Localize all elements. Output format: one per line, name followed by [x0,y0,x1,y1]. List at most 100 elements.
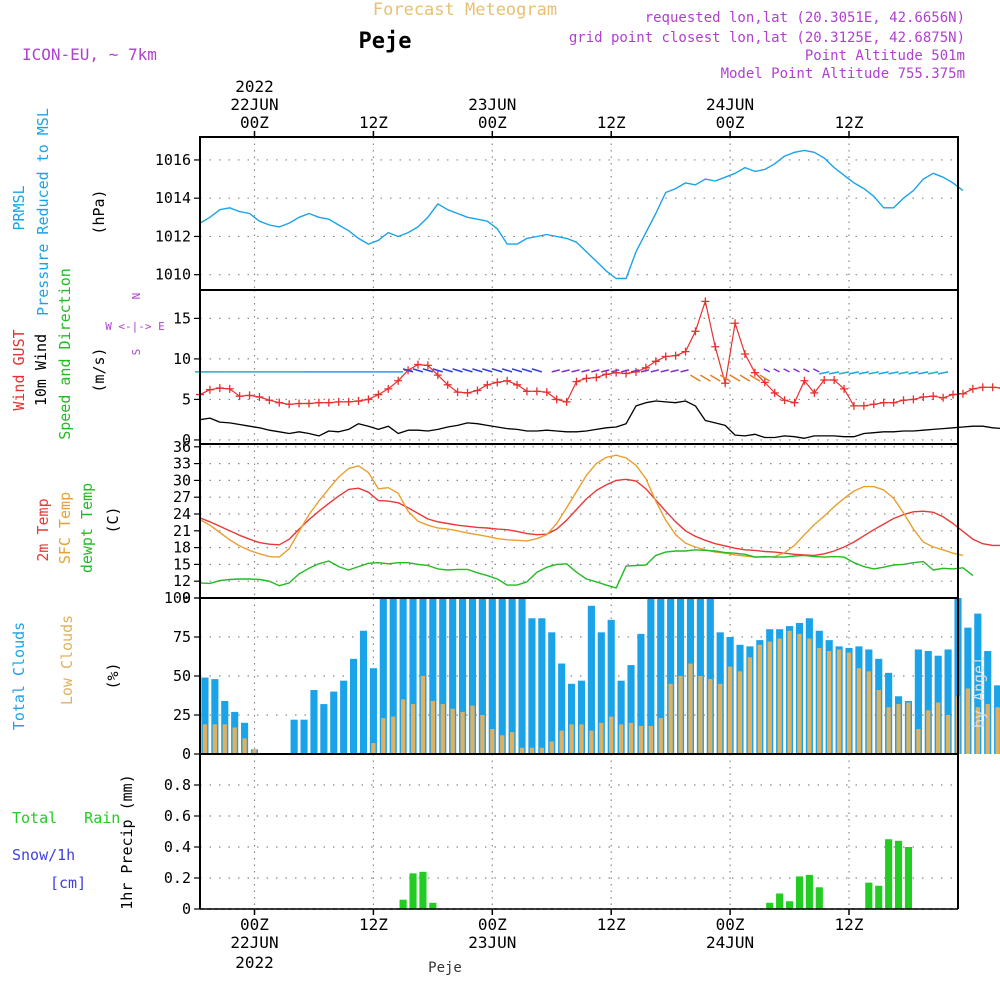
low-cloud-bar [777,638,782,754]
total-cloud-bar [290,719,298,754]
total-cloud-bar [974,613,982,754]
top-year-label: 2022 [235,77,274,96]
pressure-background [200,137,958,290]
wind-gust-marker [384,384,393,393]
clouds-ytick-label: 50 [173,667,191,685]
low-cloud-bar [727,666,733,754]
wind-gust-marker [810,388,819,397]
temperature-ytick-label: 15 [173,555,191,573]
wind-label-10m: 10m Wind [32,334,50,406]
wind-gust-marker [324,398,333,407]
low-cloud-bar [391,716,396,754]
total-cloud-bar [320,704,328,754]
wind-gust-marker [949,390,958,399]
wind-direction-arrow [838,371,850,375]
total-cloud-bar [914,649,922,754]
wind-label-gust: Wind GUST [10,329,28,410]
clouds-ytick-label: 75 [173,628,191,646]
low-cloud-bar [232,727,237,754]
wind-gust-marker [245,391,254,400]
total-cloud-bar [617,680,625,754]
pressure-panel: 1010 1012 1014 1016 [155,136,964,291]
wind-gust-marker [513,380,522,389]
total-cloud-bar [597,632,605,754]
rain-bar [429,902,437,909]
low-cloud-bar [896,704,901,754]
wind-direction-arrow [620,369,630,373]
wind-direction-arrow [690,374,701,382]
bottom-year-label: 2022 [235,953,274,972]
wind-gust-marker [790,398,799,407]
total-cloud-bar [340,680,348,754]
temp-sfc-line [199,454,964,558]
low-cloud-bar [410,704,416,754]
compass-south: S [130,349,143,356]
clouds-label-low: Low Clouds [58,615,76,705]
total-cloud-bar [924,651,932,754]
rain-bar [399,899,407,909]
temperature-ytick-label: 33 [173,455,191,473]
low-cloud-bar [440,704,445,754]
low-cloud-bar [995,707,1000,754]
wind-direction-arrow [511,368,523,373]
wind-direction-arrow [803,368,810,373]
wind-ytick-label: 10 [173,350,191,368]
pressure-label-msl: Pressure Reduced to MSL [34,108,52,316]
wind-panel: 0 5 10 15 [173,289,1000,449]
wind-ytick-label: 5 [182,390,191,408]
temperature-ytick-label: 21 [173,522,191,540]
wind-gust-marker [483,380,492,389]
wind-gust-marker [344,397,353,406]
wind-direction-arrow [858,371,869,375]
temperature-ytick-label: 30 [173,471,191,489]
temperature-ytick-label: 24 [173,505,191,523]
total-cloud-bar [558,663,566,754]
pressure-ytick-label: 1014 [155,189,191,207]
clouds-label-total: Total Clouds [10,622,28,730]
low-cloud-bar [202,724,208,754]
wind-direction-arrow [521,368,533,373]
wind-gust-marker [552,395,561,404]
pressure-unit: (hPa) [90,189,108,234]
wind-gust-marker [978,383,987,392]
wind-direction-arrow [848,371,860,375]
rain-bar [409,873,417,909]
compass-west-east: W <-|-> E [105,320,165,333]
pressure-label-prmsl: PRMSL [10,185,28,230]
total-cloud-bar [577,680,586,754]
low-cloud-bar [936,702,941,754]
wind-gust-marker [592,373,601,382]
precip-background [200,754,958,909]
temperature-ytick-label: 36 [173,438,191,456]
rain-bar [865,882,873,909]
wind-gust-marker [760,378,769,387]
compass-north: N [130,293,143,300]
temp-2m-line [199,478,1000,557]
wind-direction-arrow [709,374,721,382]
precip-unit: 1hr Precip (mm) [118,774,136,909]
low-cloud-bar [985,704,990,754]
total-cloud-bar [459,598,467,754]
low-cloud-bar [648,725,653,754]
clouds-ytick-label: 25 [173,706,191,724]
low-cloud-bar [470,705,475,754]
wind-direction-arrow [729,374,741,382]
total-cloud-bar [439,598,447,754]
clouds-panel: 0 25 50 75 100 [164,589,1000,763]
wind-gust-marker [443,380,452,389]
low-cloud-bar [866,671,871,754]
wind-direction-arrow [452,368,463,373]
wind-direction-arrow [670,369,679,373]
top-date-label: 22JUN [230,95,278,114]
temperature-ytick-label: 27 [173,488,191,506]
wind-gust-marker [849,401,858,410]
watermark: by Angel [970,656,988,728]
low-cloud-bar [945,715,951,754]
wind-gust-marker [265,396,274,405]
grid-point-coords: grid point closest lon,lat (20.3125E, 42… [569,30,965,46]
snow-label: Snow/1h [12,846,75,864]
wind-gust-marker [889,398,898,407]
wind-label-direction: Speed and Direction [56,268,74,440]
